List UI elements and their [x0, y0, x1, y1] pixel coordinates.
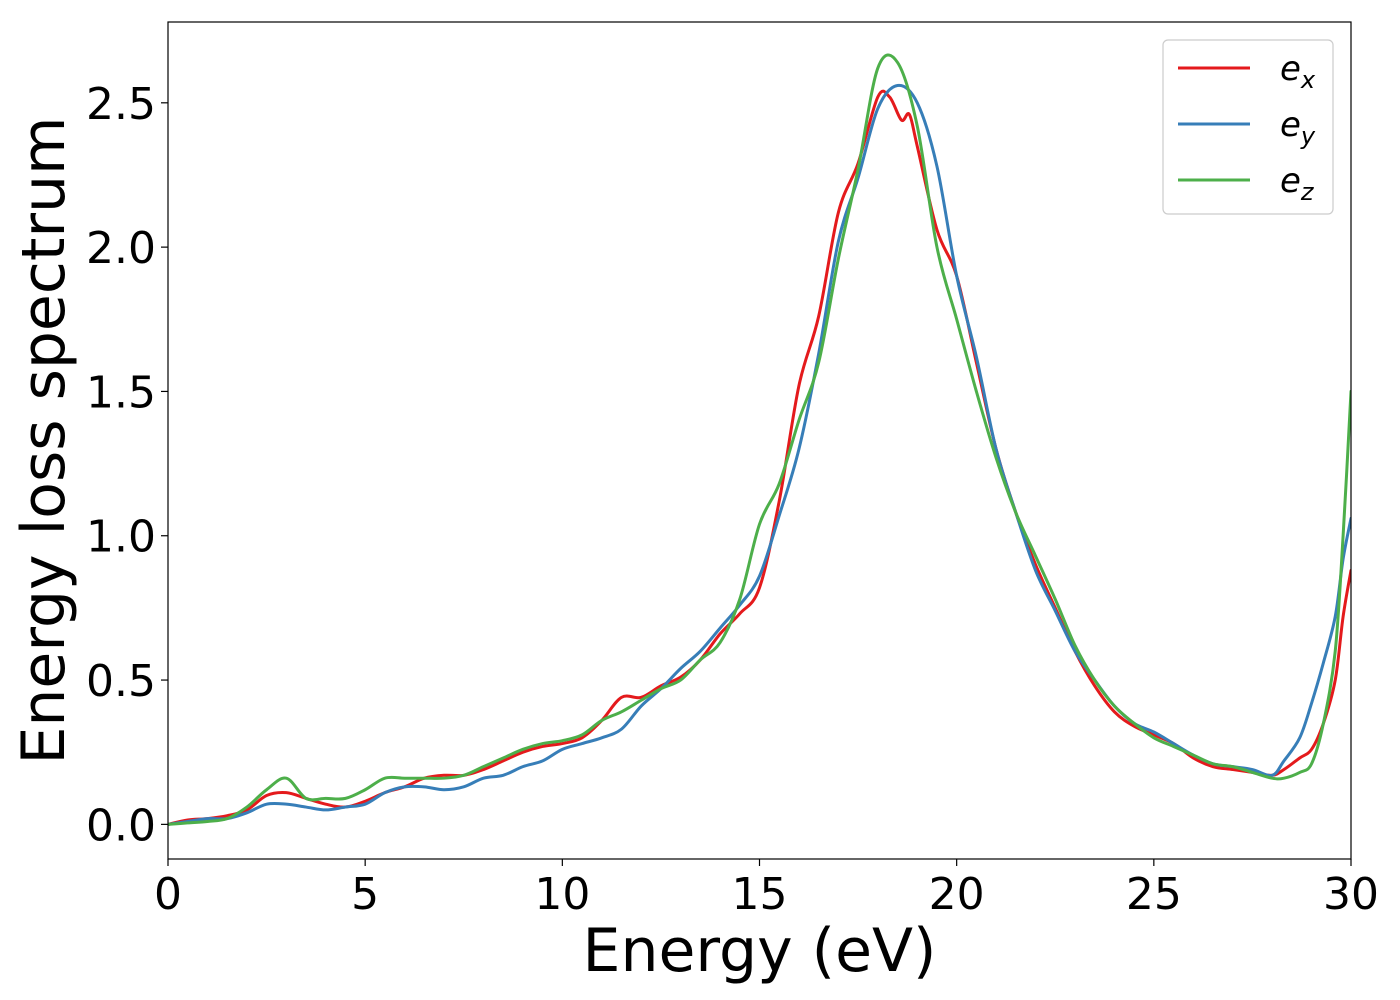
- x-tick-label: 5: [351, 869, 379, 920]
- y-tick-label: 1.0: [86, 512, 156, 563]
- plot-area: [168, 53, 1351, 826]
- axes: 0 5 10 15 20 25 30 0.0 0.5 1.0 1.5 2.0 2.5 Energy (eV…: [9, 21, 1379, 986]
- x-tick-label: 10: [534, 869, 590, 920]
- x-axis-title: Energy (eV): [583, 916, 937, 986]
- legend-box: [1162, 39, 1334, 215]
- series-lines: [168, 53, 1351, 826]
- y-tick-label: 0.0: [86, 800, 156, 851]
- y-tick-label: 2.5: [86, 79, 156, 130]
- x-tick-label: 25: [1126, 869, 1182, 920]
- series-line-ez: [168, 53, 1351, 826]
- y-tick-label: 0.5: [86, 656, 156, 707]
- y-tick-label: 1.5: [86, 367, 156, 418]
- x-tick-label: 15: [732, 869, 788, 920]
- x-tick-label: 20: [929, 869, 985, 920]
- y-tick-label: 2.0: [86, 223, 156, 274]
- y-axis-title: Energy loss spectrum: [9, 116, 79, 764]
- x-tick-label: 0: [154, 869, 182, 920]
- x-tick-label: 30: [1323, 869, 1379, 920]
